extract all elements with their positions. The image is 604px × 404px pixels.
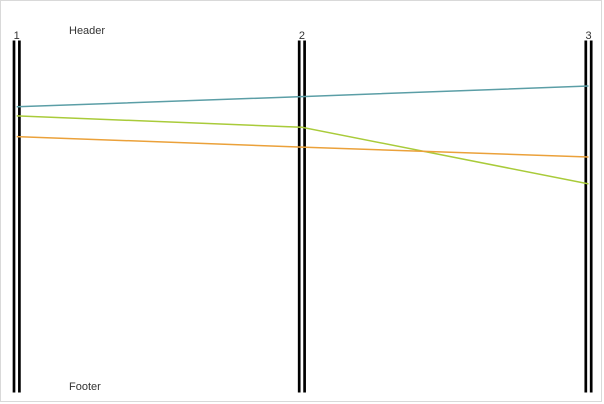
svg-text:Footer: Footer [69, 381, 101, 393]
svg-text:2: 2 [299, 30, 305, 42]
svg-text:1: 1 [14, 30, 20, 42]
svg-text:Header: Header [69, 25, 105, 37]
svg-text:3: 3 [585, 30, 591, 42]
